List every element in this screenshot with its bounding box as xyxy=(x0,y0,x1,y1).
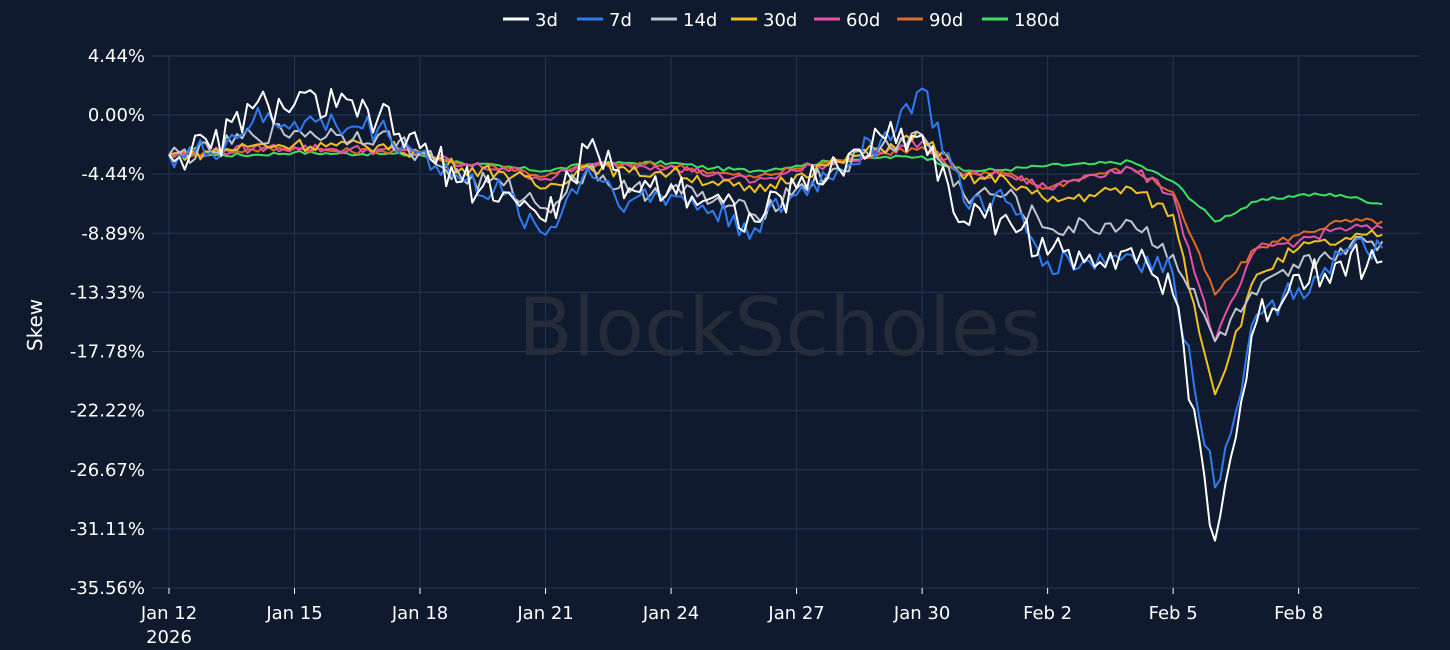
x-axis-year-label: 2026 xyxy=(146,627,192,648)
y-tick-label: -22.22% xyxy=(70,401,145,422)
y-tick-label: -4.44% xyxy=(81,164,145,185)
legend-label-3d: 3d xyxy=(535,10,558,31)
series-lines xyxy=(168,87,1384,542)
y-tick-label: -35.56% xyxy=(70,578,145,599)
x-axis-ticks: Jan 12 Jan 15 Jan 18 Jan 21 Jan 24 Jan 27 Jan … xyxy=(140,588,1323,624)
y-tick-label: -26.67% xyxy=(70,460,145,481)
legend-label-90d: 90d xyxy=(929,10,963,31)
legend-label-30d: 30d xyxy=(763,10,797,31)
y-tick-label: -17.78% xyxy=(70,342,145,363)
x-tick-label: Jan 15 xyxy=(265,603,322,624)
x-tick-label: Jan 21 xyxy=(516,603,573,624)
y-tick-label: 4.44% xyxy=(88,46,145,67)
x-tick-label: Jan 24 xyxy=(642,603,699,624)
x-tick-label: Jan 12 xyxy=(140,603,197,624)
x-tick-label: Feb 2 xyxy=(1023,603,1072,624)
legend-label-60d: 60d xyxy=(846,10,880,31)
legend-label-7d: 7d xyxy=(609,10,632,31)
x-tick-label: Jan 30 xyxy=(893,603,950,624)
x-tick-label: Jan 18 xyxy=(391,603,448,624)
y-tick-label: -8.89% xyxy=(81,223,145,244)
y-tick-label: 0.00% xyxy=(88,105,145,126)
y-tick-label: -31.11% xyxy=(70,519,145,540)
legend: 3d 7d 14d 30d 60d 90d 180d xyxy=(503,10,1060,31)
series-line-60d xyxy=(168,138,1383,343)
y-axis-ticks: 4.44% 0.00% -4.44% -8.89% -13.33% -17.78% -22.… xyxy=(70,46,145,599)
series-line-30d xyxy=(168,130,1383,396)
y-tick-label: -13.33% xyxy=(70,282,145,303)
x-tick-label: Jan 27 xyxy=(767,603,824,624)
legend-label-14d: 14d xyxy=(683,10,717,31)
series-line-14d xyxy=(168,122,1384,343)
y-axis-title: Skew xyxy=(23,299,47,351)
watermark-text: BlockScholes xyxy=(518,281,1042,374)
series-line-3d xyxy=(168,88,1383,542)
legend-label-180d: 180d xyxy=(1014,10,1060,31)
x-tick-label: Feb 5 xyxy=(1149,603,1198,624)
x-tick-label: Feb 8 xyxy=(1274,603,1323,624)
